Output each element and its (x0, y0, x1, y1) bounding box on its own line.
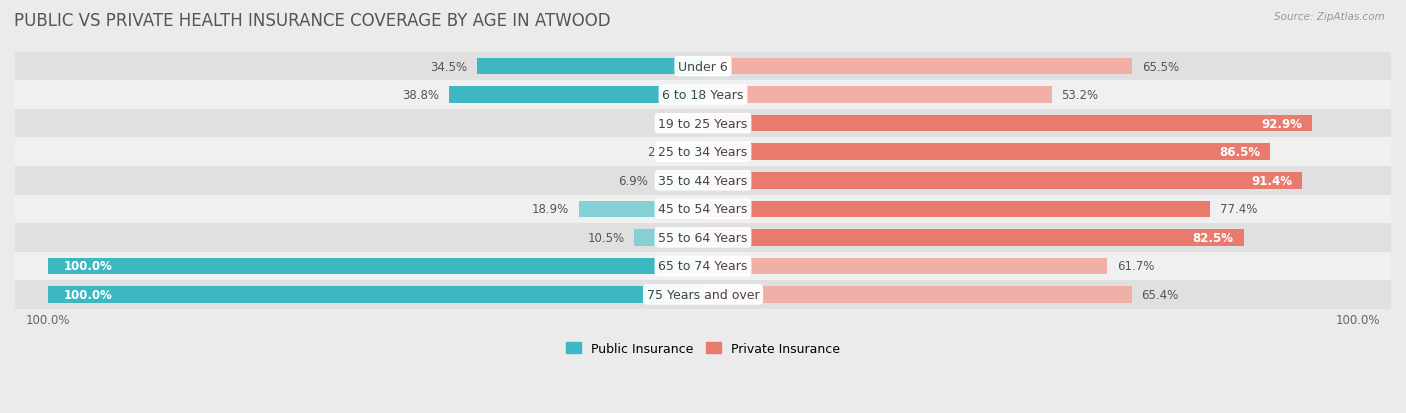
Bar (703, 173, 1302, 189)
Bar (686, 144, 703, 161)
Text: PUBLIC VS PRIVATE HEALTH INSURANCE COVERAGE BY AGE IN ATWOOD: PUBLIC VS PRIVATE HEALTH INSURANCE COVER… (14, 12, 610, 30)
Text: 100.0%: 100.0% (65, 288, 112, 301)
Bar (703, 144, 1270, 161)
Text: 6.9%: 6.9% (619, 174, 648, 188)
Text: 0.0%: 0.0% (664, 117, 693, 131)
Text: 25 to 34 Years: 25 to 34 Years (658, 146, 748, 159)
Text: 38.8%: 38.8% (402, 89, 439, 102)
Bar (15, 109, 1391, 138)
Text: 18.9%: 18.9% (531, 203, 569, 216)
Bar (703, 87, 1052, 104)
Text: 45 to 54 Years: 45 to 54 Years (658, 203, 748, 216)
Text: 100.0%: 100.0% (65, 260, 112, 273)
Bar (634, 230, 703, 246)
Bar (15, 53, 1391, 81)
Text: 53.2%: 53.2% (1062, 89, 1098, 102)
Bar (15, 252, 1391, 280)
Text: 6 to 18 Years: 6 to 18 Years (662, 89, 744, 102)
Text: 65.5%: 65.5% (1142, 60, 1180, 74)
Bar (477, 59, 703, 75)
Text: 35 to 44 Years: 35 to 44 Years (658, 174, 748, 188)
Text: 19 to 25 Years: 19 to 25 Years (658, 117, 748, 131)
Bar (15, 223, 1391, 252)
Text: 65 to 74 Years: 65 to 74 Years (658, 260, 748, 273)
Text: 61.7%: 61.7% (1118, 260, 1154, 273)
Bar (579, 201, 703, 218)
Text: 65.4%: 65.4% (1142, 288, 1178, 301)
Text: Source: ZipAtlas.com: Source: ZipAtlas.com (1274, 12, 1385, 22)
Bar (703, 59, 1132, 75)
Text: 82.5%: 82.5% (1192, 231, 1233, 244)
Bar (15, 195, 1391, 223)
Bar (15, 138, 1391, 166)
Text: 92.9%: 92.9% (1261, 117, 1302, 131)
Bar (48, 287, 703, 303)
Bar (703, 201, 1211, 218)
Bar (703, 116, 1312, 132)
Text: 2.5%: 2.5% (647, 146, 676, 159)
Bar (703, 258, 1108, 275)
Bar (15, 280, 1391, 309)
Bar (15, 81, 1391, 109)
Text: 10.5%: 10.5% (588, 231, 624, 244)
Bar (449, 87, 703, 104)
Bar (48, 258, 703, 275)
Text: 77.4%: 77.4% (1220, 203, 1257, 216)
Bar (658, 173, 703, 189)
Text: 75 Years and over: 75 Years and over (647, 288, 759, 301)
Text: 91.4%: 91.4% (1251, 174, 1292, 188)
Bar (703, 230, 1243, 246)
Bar (703, 287, 1132, 303)
Text: 55 to 64 Years: 55 to 64 Years (658, 231, 748, 244)
Text: Under 6: Under 6 (678, 60, 728, 74)
Legend: Public Insurance, Private Insurance: Public Insurance, Private Insurance (561, 337, 845, 360)
Text: 34.5%: 34.5% (430, 60, 467, 74)
Text: 86.5%: 86.5% (1219, 146, 1260, 159)
Bar (15, 166, 1391, 195)
